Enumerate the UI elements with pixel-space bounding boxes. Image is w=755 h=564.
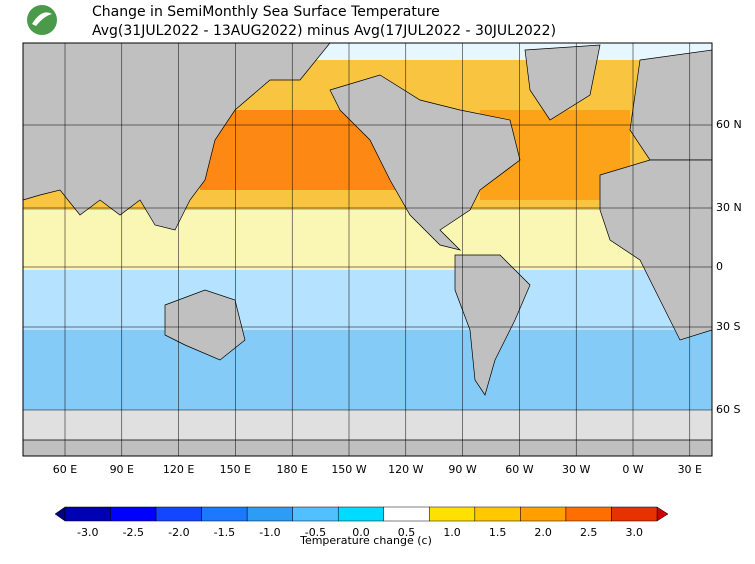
colorbar-swatch [565, 506, 612, 522]
colorbar-high [656, 506, 669, 522]
colorbar-swatch [383, 506, 430, 522]
lon-label: 60 W [505, 463, 533, 476]
colorbar [54, 506, 669, 522]
colorbar-swatch [337, 506, 385, 522]
title: Change in SemiMonthly Sea Surface Temper… [92, 4, 440, 20]
lon-label: 30 E [678, 463, 702, 476]
lon-label: 150 E [220, 463, 251, 476]
colorbar-swatch [155, 506, 202, 522]
colorbar-tick-label: -2.5 [123, 526, 144, 539]
lon-label: 120 W [388, 463, 423, 476]
lon-label: 30 W [562, 463, 590, 476]
logo [27, 5, 57, 35]
colorbar-tick-label: -3.0 [77, 526, 98, 539]
colorbar-swatch [429, 506, 476, 522]
colorbar-swatch [520, 506, 567, 522]
colorbar-tick-label: 2.0 [534, 526, 552, 539]
anomaly-mild [23, 210, 712, 270]
colorbar-swatch [474, 506, 521, 522]
lon-label: 150 W [331, 463, 366, 476]
colorbar-tick-label: 1.0 [443, 526, 461, 539]
lat-label: 60 N [716, 118, 742, 131]
colorbar-swatch [246, 506, 293, 522]
lon-label: 0 W [622, 463, 643, 476]
lat-label: 0 [716, 260, 723, 273]
colorbar-tick-label: 1.5 [489, 526, 507, 539]
colorbar-swatch [201, 506, 248, 522]
colorbar-tick-label: 2.5 [580, 526, 598, 539]
colorbar-tick-label: 0.0 [352, 526, 370, 539]
lon-label: 60 E [53, 463, 77, 476]
colorbar-swatch [64, 506, 111, 522]
anomaly-cool [23, 330, 712, 410]
logo-leaf [32, 12, 52, 26]
graticule [23, 43, 712, 456]
colorbar-tick-label: -1.5 [214, 526, 235, 539]
lon-label: 180 E [276, 463, 307, 476]
colorbar-swatch [611, 506, 658, 522]
anomaly-cool [23, 270, 712, 330]
map-frame [22, 42, 713, 457]
colorbar-tick-label: -1.0 [259, 526, 280, 539]
lon-label: 90 E [110, 463, 134, 476]
colorbar-swatch [110, 506, 157, 522]
lon-label: 90 W [448, 463, 476, 476]
colorbar-label: Temperature change (c) [299, 534, 432, 547]
colorbar-swatch [292, 506, 339, 522]
colorbar-low [54, 506, 66, 522]
lat-label: 60 S [716, 403, 740, 416]
colorbar-tick-label: 0.5 [398, 526, 416, 539]
subtitle: Avg(31JUL2022 - 13AUG2022) minus Avg(17J… [92, 23, 556, 39]
colorbar-tick-label: -2.0 [168, 526, 189, 539]
map [22, 42, 713, 457]
lat-label: 30 S [716, 320, 740, 333]
lat-label: 30 N [716, 201, 742, 214]
colorbar-tick-label: 3.0 [625, 526, 643, 539]
lon-label: 120 E [163, 463, 194, 476]
colorbar-tick-label: -0.5 [305, 526, 326, 539]
